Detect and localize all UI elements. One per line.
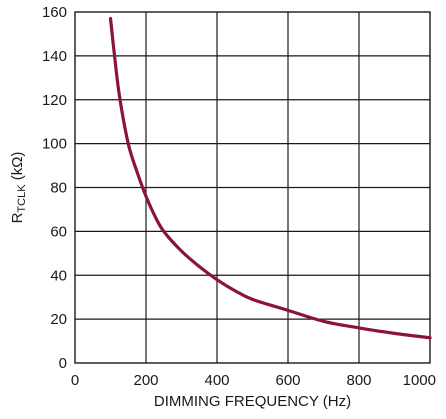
y-tick-label: 60	[50, 223, 67, 240]
y-tick-label: 40	[50, 267, 67, 284]
plot-frame	[74, 11, 431, 364]
x-tick-label: 200	[133, 372, 158, 389]
x-tick-label: 400	[204, 372, 229, 389]
series-line	[108, 16, 432, 340]
y-axis-label-unit: (kΩ)	[9, 152, 26, 185]
x-axis-label: DIMMING FREQUENCY (Hz)	[154, 393, 351, 410]
x-tick-label: 600	[275, 372, 300, 389]
x-tick-labels: 0 200 400 600 800 1000	[71, 372, 436, 389]
x-tick-label: 1000	[403, 372, 436, 389]
y-axis-label: RTCLK (kΩ)	[9, 152, 28, 224]
y-tick-label: 100	[42, 136, 67, 153]
x-tick-label: 800	[346, 372, 371, 389]
y-tick-label: 140	[42, 48, 67, 65]
y-tick-label: 80	[50, 180, 67, 197]
x-tick-label: 0	[71, 372, 79, 389]
y-tick-label: 120	[42, 92, 67, 109]
y-tick-label: 20	[50, 311, 67, 328]
y-tick-label: 0	[59, 355, 67, 372]
y-axis-label-subscript: TCLK	[16, 184, 28, 213]
y-tick-label: 160	[42, 4, 67, 21]
grid	[75, 12, 430, 363]
y-axis-label-main: R	[9, 212, 26, 223]
y-tick-labels: 0 20 40 60 80 100 120 140 160	[42, 4, 67, 372]
